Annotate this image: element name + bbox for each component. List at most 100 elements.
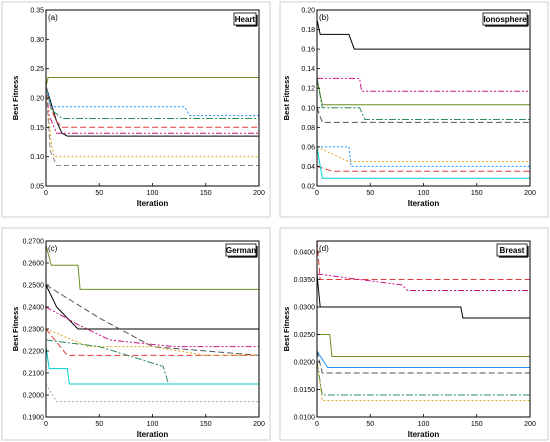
- x-tick-label: 200: [524, 190, 536, 197]
- y-tick-label: 0.1900: [23, 415, 45, 422]
- y-axis-label: Best Fitness: [11, 307, 20, 352]
- series-line-5: [316, 350, 530, 368]
- series-line-9: [45, 383, 259, 403]
- y-tick-label: 0.06: [301, 144, 315, 151]
- x-tick-label: 150: [200, 421, 212, 428]
- series-line-1: [45, 245, 259, 290]
- series-line-7: [45, 86, 259, 158]
- dataset-box: [225, 243, 257, 257]
- y-axis-label: Best Fitness: [282, 307, 291, 352]
- series-line-1: [316, 240, 530, 280]
- dataset-box: [233, 12, 257, 26]
- series-line-5: [45, 86, 259, 117]
- series-line-8: [316, 361, 530, 401]
- y-tick-label: 0.2600: [23, 261, 45, 268]
- x-tick-label: 150: [471, 190, 483, 197]
- y-tick-label: 0.10: [301, 105, 315, 112]
- panel-letter: (b): [319, 13, 329, 22]
- dataset-name: Heart: [235, 15, 256, 24]
- x-tick-label: 150: [471, 421, 483, 428]
- panel-heart: 0 50 100 150 200 0.05 0.10 0.15 0.20 0.25 0.30 0.35…: [1, 1, 271, 218]
- y-tick-label: 0.30: [30, 37, 44, 44]
- y-tick-label: 0.08: [301, 125, 315, 132]
- x-tick-label: 50: [95, 421, 103, 428]
- y-tick-label: 0.04: [301, 164, 315, 171]
- y-tick-label: 0.0400: [294, 250, 316, 257]
- series-line-4: [317, 334, 530, 357]
- y-tick-label: 0.25: [30, 66, 44, 73]
- series-line-8: [316, 165, 530, 172]
- y-tick-label: 0.20: [30, 96, 44, 103]
- y-tick-label: 0.0200: [294, 360, 316, 367]
- series-line-5: [316, 107, 530, 123]
- y-tick-label: 0.2400: [23, 305, 45, 312]
- series-line-4: [45, 306, 259, 348]
- y-axis-label: Best Fitness: [11, 76, 20, 121]
- y-tick-label: 0.0150: [294, 387, 316, 394]
- x-axis-label: Iteration: [137, 199, 169, 208]
- dataset-box: [482, 12, 528, 26]
- series-line-3: [45, 284, 260, 356]
- x-tick-label: 0: [44, 421, 48, 428]
- y-tick-label: 0.35: [30, 8, 44, 15]
- panel-letter: (c): [48, 244, 58, 253]
- dataset-name: Ionosphere: [483, 15, 527, 24]
- series-line-8: [45, 346, 259, 385]
- y-tick-label: 0.16: [301, 47, 315, 54]
- x-tick-label: 200: [253, 190, 265, 197]
- x-tick-label: 150: [200, 190, 212, 197]
- x-tick-label: 0: [44, 190, 48, 197]
- y-tick-label: 0.15: [30, 125, 44, 132]
- x-tick-label: 100: [147, 190, 159, 197]
- x-tick-label: 50: [366, 190, 374, 197]
- series-line-6: [317, 146, 530, 167]
- y-tick-label: 0.18: [301, 27, 315, 34]
- y-tick-label: 0.2700: [23, 239, 45, 246]
- series-line-6: [316, 350, 530, 374]
- y-tick-label: 0.2200: [23, 349, 45, 356]
- series-line-8: [45, 86, 259, 166]
- series-line-7: [316, 146, 530, 163]
- series-line-6: [45, 328, 259, 356]
- dataset-box: [496, 243, 528, 257]
- x-tick-label: 50: [366, 421, 374, 428]
- y-tick-label: 0.2100: [23, 371, 45, 378]
- series-line-5: [45, 328, 259, 356]
- x-tick-label: 0: [315, 421, 319, 428]
- plot-area: [45, 9, 260, 187]
- x-tick-label: 200: [253, 421, 265, 428]
- x-axis-label: Iteration: [408, 199, 440, 208]
- panel-letter: (d): [319, 244, 329, 253]
- series-line-7: [316, 361, 530, 396]
- x-tick-label: 100: [147, 421, 159, 428]
- y-tick-label: 0.0300: [294, 305, 316, 312]
- plot-area: [316, 9, 531, 187]
- panel-frame: [279, 227, 549, 441]
- dataset-name: Breast: [500, 246, 525, 255]
- panel-frame: [1, 1, 271, 218]
- panel-frame: [1, 227, 271, 441]
- y-tick-label: 0.0350: [294, 277, 316, 284]
- y-tick-label: 0.20: [301, 8, 315, 15]
- y-tick-label: 0.2000: [23, 393, 45, 400]
- x-tick-label: 200: [524, 421, 536, 428]
- x-tick-label: 100: [418, 421, 430, 428]
- panel-letter: (a): [48, 13, 58, 22]
- series-line-2: [317, 77, 530, 92]
- series-line-1: [45, 77, 259, 87]
- y-tick-label: 0.2300: [23, 327, 45, 334]
- y-tick-label: 0.0250: [294, 332, 316, 339]
- x-tick-label: 0: [315, 190, 319, 197]
- series-line-2: [45, 86, 259, 137]
- x-tick-label: 50: [95, 190, 103, 197]
- y-tick-label: 0.0100: [294, 415, 316, 422]
- x-axis-label: Iteration: [137, 430, 169, 439]
- series-line-4: [316, 78, 530, 120]
- y-tick-label: 0.05: [30, 184, 44, 191]
- series-line-2: [45, 284, 259, 330]
- y-tick-label: 0.10: [30, 154, 44, 161]
- panel-ionosphere: 0 50 100 150 200 0.02 0.04 0.06 0.08 0.10 0.12 0.14…: [279, 1, 549, 218]
- series-line-3: [316, 78, 530, 106]
- series-line-9: [316, 146, 530, 179]
